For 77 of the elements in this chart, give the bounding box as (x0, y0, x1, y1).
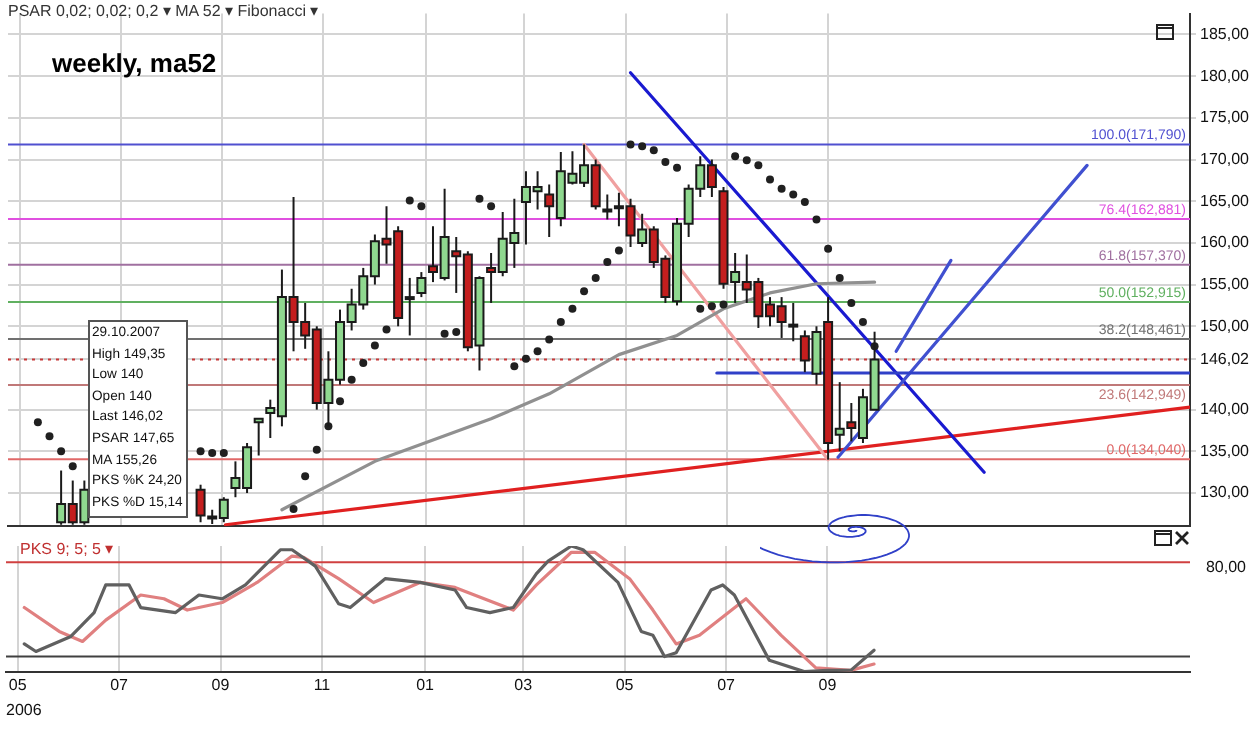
point (301, 472, 310, 481)
x-tick-label: 07 (110, 675, 130, 694)
x-axis-title: 2006 (6, 700, 43, 719)
point (812, 215, 821, 224)
point (533, 347, 542, 356)
point (521, 354, 530, 363)
point (731, 152, 740, 161)
point (649, 146, 658, 155)
point (487, 202, 496, 211)
point (638, 142, 647, 151)
y-tick-label: 130,00 (1200, 483, 1250, 502)
y-tick-label: 150,00 (1200, 316, 1250, 335)
point (742, 156, 751, 165)
y-tick-label: 155,00 (1200, 275, 1250, 293)
point (510, 362, 519, 371)
point (696, 304, 705, 313)
point (68, 462, 77, 471)
point (289, 504, 298, 513)
point (858, 318, 867, 327)
y-tick-label: 175,00 (1200, 108, 1250, 127)
point (370, 341, 379, 350)
text: 80,00 (1205, 558, 1246, 576)
point (591, 273, 600, 282)
point (219, 449, 228, 458)
x-tick-label: 03 (514, 675, 534, 694)
point (545, 335, 554, 344)
point (789, 190, 798, 199)
point (614, 246, 623, 255)
y-tick-label: 165,00 (1200, 191, 1250, 210)
point (312, 445, 321, 454)
x-tick-label: 09 (211, 675, 231, 694)
point (208, 449, 217, 458)
x-tick-label: 05 (8, 675, 28, 694)
point (556, 318, 565, 327)
point (661, 158, 670, 167)
y-tick-label: 160,00 (1200, 233, 1250, 252)
point (336, 397, 345, 406)
point (475, 194, 484, 203)
point (765, 175, 774, 184)
point (603, 258, 612, 267)
point (196, 447, 205, 456)
y-tick-label: 140,00 (1200, 400, 1250, 419)
point (707, 302, 716, 311)
point (452, 328, 461, 337)
point (754, 161, 763, 170)
point (777, 184, 786, 193)
x-tick-label: 07 (717, 675, 737, 694)
y-tick-label: 185,00 (1200, 24, 1250, 43)
y-tick-label: 180,00 (1200, 66, 1250, 85)
point (847, 298, 856, 307)
y-tick-label: 146,02 (1200, 349, 1250, 368)
x-tick-label: 05 (615, 675, 635, 694)
text: weekly, ma52 (52, 48, 217, 78)
point (33, 418, 42, 427)
point (405, 196, 414, 205)
point (824, 244, 833, 253)
point (835, 273, 844, 282)
point (719, 300, 728, 309)
x-tick-label: 01 (416, 675, 436, 694)
point (347, 375, 356, 384)
point (673, 163, 682, 172)
point (45, 432, 54, 441)
chart-subtitle: PSAR 0,02; 0,02; 0,2 ▾ MA 52 ▾ Fibonacci ▾ (8, 2, 319, 20)
point (359, 358, 368, 367)
point (440, 329, 449, 338)
chart-title: PKS 9; 5; 5 ▾ (20, 540, 114, 558)
y-tick-label: 135,00 (1200, 441, 1250, 460)
point (417, 202, 426, 211)
point (382, 325, 391, 334)
point (800, 198, 809, 207)
point (57, 447, 66, 456)
point (626, 140, 635, 149)
y-tick-label: 170,00 (1200, 149, 1250, 168)
x-tick-label: 09 (818, 675, 838, 694)
point (568, 304, 577, 313)
point (580, 287, 589, 296)
x-tick-label: 11 (313, 675, 332, 694)
